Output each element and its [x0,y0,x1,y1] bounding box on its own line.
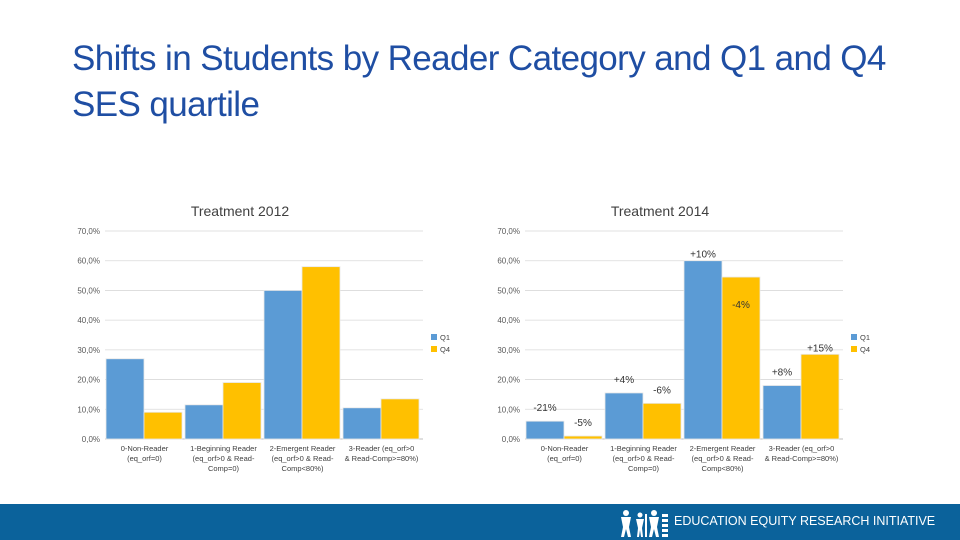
y-tick-label: 30,0% [77,346,100,355]
y-tick-label: 60,0% [497,257,520,266]
x-tick-label: (eq_orf>0 & Read- [193,454,255,463]
legend-swatch-q1 [431,334,437,340]
y-tick-label: 10,0% [77,405,100,414]
legend-label-q1: Q1 [440,333,450,342]
x-tick-label: 0-Non-Reader [121,444,169,453]
bar-q1 [762,385,802,440]
footer-label: EDUCATION EQUITY RESEARCH INITIATIVE [674,514,936,528]
legend-swatch-q4 [431,346,437,352]
x-tick-label: Comp<80%) [282,464,324,473]
x-tick-label: 3-Reader (eq_orf>0 [349,444,415,453]
x-tick-label: 1-Beginning Reader [610,444,677,453]
bar-q4 [642,402,682,440]
bar-q4 [301,266,341,440]
x-tick-label: Comp=0) [628,464,660,473]
y-tick-label: 0,0% [502,435,520,444]
bar-q4 [721,276,761,440]
bar-q4 [380,398,420,440]
y-tick-label: 50,0% [497,286,520,295]
data-label: -21% [533,403,556,414]
chart-2012-canvas: Treatment 2012 0,0% 10,0% 20,0% 30,0% 40,0% 50… [77,203,450,473]
x-tick-label: (eq_orf=0) [547,454,582,463]
x-tick-label: 0-Non-Reader [541,444,589,453]
bar-q1 [342,407,382,440]
bar-q4 [563,435,603,440]
data-label: -4% [732,300,750,311]
y-tick-label: 30,0% [497,346,520,355]
bar-q1 [105,358,145,440]
y-tick-label: 0,0% [82,435,100,444]
x-tick-label: 1-Beginning Reader [190,444,257,453]
legend-swatch-q1 [851,334,857,340]
legend-swatch-q4 [851,346,857,352]
chart-treatment-2012: Treatment 2012 0,0% 10,0% 20,0% 30,0% 40,0% 50… [58,185,478,495]
chart-title: Treatment 2014 [611,203,710,219]
legend-label-q4: Q4 [860,345,870,354]
x-tick-label: (eq_orf=0) [127,454,162,463]
y-tick-label: 40,0% [77,316,100,325]
footer-bar: EDUCATION EQUITY RESEARCH INITIATIVE [0,504,960,540]
bar-q1 [263,290,303,440]
x-tick-label: (eq_orf>0 & Read- [272,454,334,463]
data-label: +8% [772,368,792,379]
x-tick-label: Comp<80%) [702,464,744,473]
slide-title: Shifts in Students by Reader Category an… [72,39,886,124]
y-tick-label: 10,0% [497,405,520,414]
bar-q4 [222,382,262,440]
bar-q4 [143,411,183,440]
chart-treatment-2014: Treatment 2014 0,0% 10,0% 20,0% 30,0% 40,0% 50… [478,185,898,495]
x-tick-label: (eq_orf>0 & Read- [613,454,675,463]
bar-q1 [184,404,224,440]
data-label: +15% [807,343,833,354]
y-tick-label: 70,0% [77,227,100,236]
x-tick-label: & Read-Comp>=80%) [765,454,839,463]
x-tick-label: Comp=0) [208,464,240,473]
legend-label-q1: Q1 [860,333,870,342]
y-tick-label: 60,0% [77,257,100,266]
bar-q1 [604,392,644,440]
y-tick-label: 40,0% [497,316,520,325]
chart-title: Treatment 2012 [191,203,290,219]
data-label: +10% [690,250,716,261]
y-tick-label: 50,0% [77,286,100,295]
children-icon [621,510,668,537]
x-tick-label: 3-Reader (eq_orf>0 [769,444,835,453]
chart-2014-canvas: Treatment 2014 0,0% 10,0% 20,0% 30,0% 40,0% 50… [497,203,870,473]
y-tick-label: 20,0% [497,376,520,385]
data-label: +4% [614,375,634,386]
bar-q4 [800,353,840,440]
bar-q1 [683,260,723,440]
y-tick-label: 20,0% [77,376,100,385]
bar-q1 [525,420,565,440]
x-tick-label: (eq_orf>0 & Read- [692,454,754,463]
data-label: -6% [653,385,671,396]
legend-label-q4: Q4 [440,345,450,354]
x-tick-label: & Read-Comp>=80%) [345,454,419,463]
x-tick-label: 2-Emergent Reader [690,444,756,453]
data-label: -5% [574,418,592,429]
x-tick-label: 2-Emergent Reader [270,444,336,453]
y-tick-label: 70,0% [497,227,520,236]
